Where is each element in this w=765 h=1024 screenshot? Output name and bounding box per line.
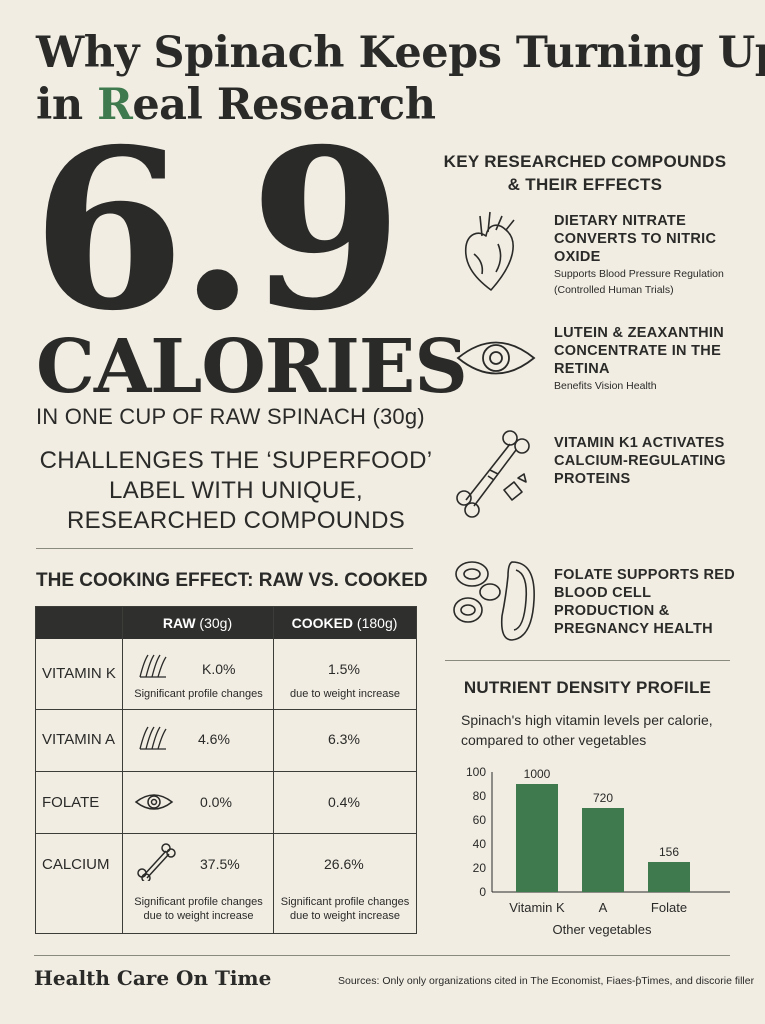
eye-icon (456, 341, 536, 375)
cooking-table: RAW (30g) COOKED (180g) VITAMIN K K.0% 1… (35, 606, 417, 934)
cooking-section-title: THE COOKING EFFECT: RAW VS. COOKED (36, 570, 428, 591)
cooked-value: 26.6% (324, 856, 364, 872)
bar-data-label: 156 (659, 845, 679, 859)
x-tick-label: Folate (651, 900, 687, 915)
footer-brand: Health Care On Time (34, 966, 272, 990)
challenge-line: RESEARCHED COMPOUNDS (66, 507, 406, 534)
divider (36, 548, 413, 549)
table-row-label: VITAMIN K (42, 665, 116, 682)
challenge-text: CHALLENGES THE ‘SUPERFOOD’ LABEL WITH UN… (36, 446, 436, 536)
cooked-note: due to weight increase (289, 688, 401, 700)
row-divider (36, 709, 416, 710)
compound-subtitle: Benefits Vision Health (554, 380, 657, 392)
challenge-line: LABEL WITH UNIQUE, (109, 477, 363, 504)
x-tick-label: Vitamin K (509, 900, 565, 915)
compound-title: FOLATE SUPPORTS RED BLOOD CELL PRODUCTIO… (554, 567, 736, 637)
challenge-line: CHALLENGES THE ‘SUPERFOOD’ (39, 447, 433, 474)
raw-value: 37.5% (200, 856, 240, 872)
raw-note: Significant profile changes due to weight… (134, 896, 263, 922)
calorie-unit: CALORIES (36, 324, 468, 410)
chart-title: NUTRIENT DENSITY PROFILE (463, 678, 712, 697)
footer-sources: Sources: Only only organizations cited i… (338, 975, 755, 987)
eye-icon (134, 794, 174, 810)
title-prefix: in (36, 80, 98, 130)
title-rest: eal Research (132, 80, 436, 130)
heart-icon (464, 211, 515, 291)
raw-value: 4.6% (198, 731, 230, 747)
cooked-value: 1.5% (328, 661, 360, 677)
bar (648, 862, 690, 892)
bone-icon (456, 430, 530, 518)
divider (445, 660, 730, 661)
cooked-value: 0.4% (328, 794, 360, 810)
column-divider (122, 607, 123, 933)
bar (516, 784, 558, 892)
y-tick-label: 0 (479, 885, 486, 899)
page-title-line-1: Why Spinach Keeps Turning Up (36, 28, 765, 78)
table-header: RAW (30g) COOKED (180g) (36, 607, 416, 639)
page-title-line-2: in Real Research (36, 80, 436, 130)
leaf-icon (139, 726, 167, 750)
compound-title: DIETARY NITRATE CONVERTS TO NITRIC OXIDE (554, 213, 717, 265)
compound-title: VITAMIN K1 ACTIVATES CALCIUM-REGULATING … (554, 435, 726, 487)
y-tick-label: 20 (473, 861, 487, 875)
serving-text: IN ONE CUP OF RAW SPINACH (30g) (36, 404, 425, 429)
raw-column-header: RAW (30g) (162, 615, 233, 631)
column-divider (273, 607, 274, 933)
y-tick-label: 100 (466, 765, 486, 779)
raw-value: 0.0% (200, 794, 232, 810)
title-accent-letter: R (97, 80, 133, 130)
calorie-big-number: 6.9 (32, 100, 403, 359)
compound-title: LUTEIN & ZEAXANTHIN CONCENTRATE IN THE R… (554, 325, 725, 377)
compounds-title: KEY RESEARCHED COMPOUNDS & THEIR EFFECTS (443, 152, 727, 194)
chart-subtitle: Spinach's high vitamin levels per calori… (461, 712, 713, 748)
row-divider (36, 833, 416, 834)
table-row-label: CALCIUM (42, 856, 110, 873)
y-tick-label: 40 (473, 837, 487, 851)
x-tick-label: A (599, 900, 608, 915)
cooked-note: Significant profile changes due to weight… (280, 896, 410, 922)
cooked-value: 6.3% (328, 731, 360, 747)
row-divider (36, 771, 416, 772)
nutrient-density-chart: 0 20 40 60 80 100 1000 Vitamin K 720 A 156 Folate Ot… (466, 765, 730, 937)
table-row-label: FOLATE (42, 794, 100, 811)
y-tick-label: 60 (473, 813, 487, 827)
x-axis-label: Other vegetables (552, 922, 652, 937)
bar (582, 808, 624, 892)
leaf-icon (139, 654, 167, 678)
cooked-column-header: COOKED (180g) (291, 615, 398, 631)
blood-cell-icon (453, 561, 535, 641)
bone-icon (137, 843, 176, 881)
footer-divider (34, 955, 730, 956)
bar-data-label: 720 (593, 791, 613, 805)
raw-note: Significant profile changes (134, 688, 263, 700)
bar-data-label: 1000 (524, 767, 551, 781)
y-tick-label: 80 (473, 789, 487, 803)
raw-value: K.0% (202, 661, 236, 677)
table-row-label: VITAMIN A (42, 731, 116, 748)
compound-subtitle: Supports Blood Pressure Regulation (Cont… (554, 268, 724, 296)
